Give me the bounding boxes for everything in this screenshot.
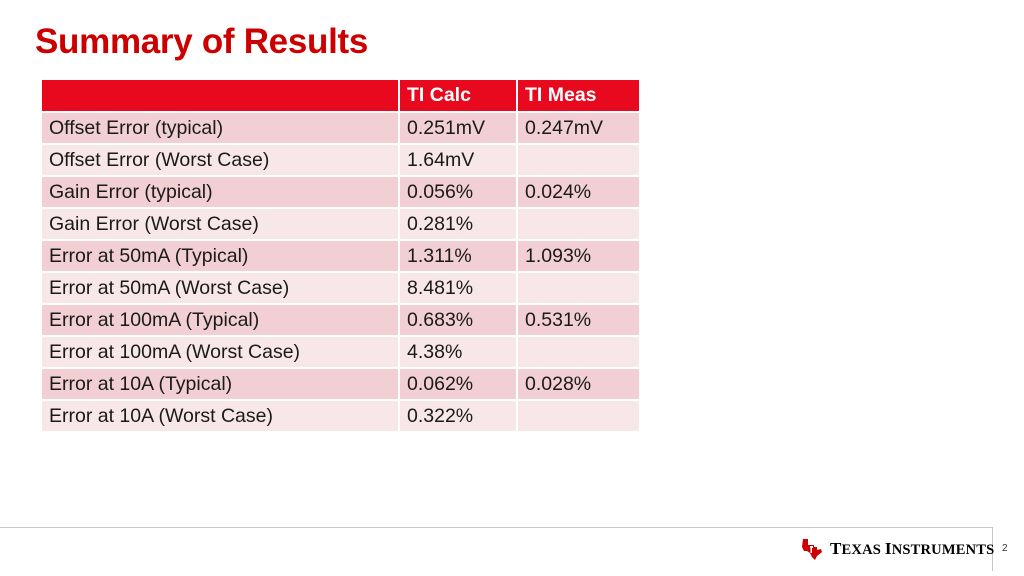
ti-meas-cell: 0.024% xyxy=(516,176,639,209)
table-row: Error at 50mA (Worst Case) 8.481% xyxy=(42,272,639,305)
ti-calc-cell: 1.64mV xyxy=(398,144,517,177)
ti-meas-cell xyxy=(516,208,639,241)
ti-meas-cell: 1.093% xyxy=(516,240,639,273)
ti-calc-cell: 0.056% xyxy=(398,176,517,209)
header-cell-ti-calc: TI Calc xyxy=(398,80,517,113)
row-label: Error at 100mA (Worst Case) xyxy=(42,336,399,369)
footer-bar xyxy=(0,527,993,571)
ti-calc-cell: 0.062% xyxy=(398,368,517,401)
table-row: Offset Error (Worst Case) 1.64mV xyxy=(42,144,639,177)
ti-calc-cell: 8.481% xyxy=(398,272,517,305)
logo-wordmark: TEXAS INSTRUMENTS xyxy=(830,539,995,558)
ti-meas-cell: 0.247mV xyxy=(516,112,639,145)
row-label: Error at 100mA (Typical) xyxy=(42,304,399,337)
header-cell-ti-meas: TI Meas xyxy=(516,80,639,113)
row-label: Offset Error (typical) xyxy=(42,112,399,145)
table-row: Gain Error (Worst Case) 0.281% xyxy=(42,208,639,241)
texas-state-icon xyxy=(802,539,822,560)
ti-meas-cell xyxy=(516,144,639,177)
row-label: Offset Error (Worst Case) xyxy=(42,144,399,177)
table-row: Error at 100mA (Typical) 0.683% 0.531% xyxy=(42,304,639,337)
ti-calc-cell: 0.281% xyxy=(398,208,517,241)
row-label: Gain Error (typical) xyxy=(42,176,399,209)
row-label: Error at 50mA (Worst Case) xyxy=(42,272,399,305)
row-label: Gain Error (Worst Case) xyxy=(42,208,399,241)
table-row: Error at 10A (Typical) 0.062% 0.028% xyxy=(42,368,639,401)
table-row: Gain Error (typical) 0.056% 0.024% xyxy=(42,176,639,209)
row-label: Error at 10A (Worst Case) xyxy=(42,400,399,433)
table-row: Error at 100mA (Worst Case) 4.38% xyxy=(42,336,639,369)
ti-calc-cell: 0.322% xyxy=(398,400,517,433)
ti-meas-cell xyxy=(516,272,639,305)
table-header-row: TI Calc TI Meas xyxy=(42,80,639,113)
ti-meas-cell xyxy=(516,336,639,369)
table-row: Error at 10A (Worst Case) 0.322% xyxy=(42,400,639,433)
results-table: TI Calc TI Meas Offset Error (typical) 0… xyxy=(42,80,639,433)
ti-calc-cell: 1.311% xyxy=(398,240,517,273)
ti-meas-cell: 0.028% xyxy=(516,368,639,401)
row-label: Error at 50mA (Typical) xyxy=(42,240,399,273)
ti-meas-cell xyxy=(516,400,639,433)
table-row: Offset Error (typical) 0.251mV 0.247mV xyxy=(42,112,639,145)
ti-calc-cell: 4.38% xyxy=(398,336,517,369)
ti-calc-cell: 0.251mV xyxy=(398,112,517,145)
ti-meas-cell: 0.531% xyxy=(516,304,639,337)
page-number: 2 xyxy=(1002,543,1008,554)
slide-title: Summary of Results xyxy=(35,22,369,61)
texas-instruments-logo: TEXAS INSTRUMENTS xyxy=(800,536,994,562)
row-label: Error at 10A (Typical) xyxy=(42,368,399,401)
table-row: Error at 50mA (Typical) 1.311% 1.093% xyxy=(42,240,639,273)
header-cell-label xyxy=(42,80,399,113)
ti-calc-cell: 0.683% xyxy=(398,304,517,337)
